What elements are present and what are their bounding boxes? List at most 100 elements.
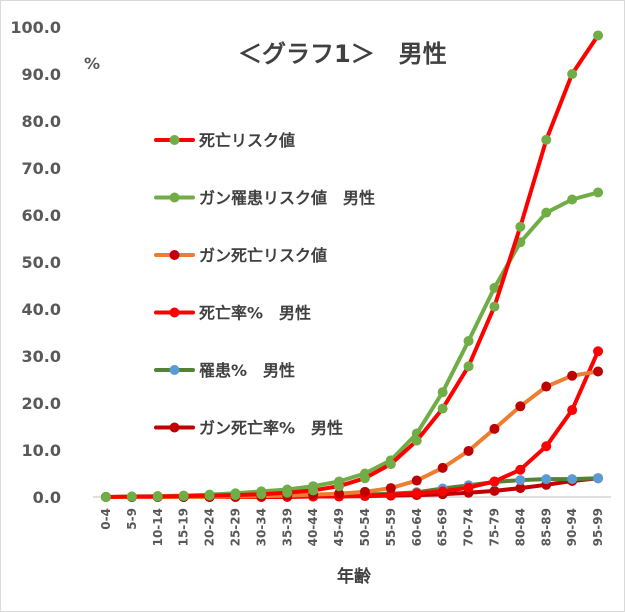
legend-label: ガン罹患リスク値 男性 xyxy=(199,189,375,208)
legend-item: 死亡リスク値 xyxy=(154,131,295,150)
data-point xyxy=(593,346,604,357)
y-tick-label: 10.0 xyxy=(22,441,61,460)
legend-item: ガン罹患リスク値 男性 xyxy=(154,189,375,208)
data-point xyxy=(100,492,111,502)
data-point xyxy=(489,282,500,293)
data-point xyxy=(359,473,370,484)
x-tick-label: 65-69 xyxy=(436,508,450,546)
data-point xyxy=(593,187,604,198)
data-point xyxy=(593,30,604,41)
data-point xyxy=(463,335,474,346)
series-line xyxy=(104,349,600,499)
legend-marker xyxy=(169,307,180,318)
y-tick-label: 100.0 xyxy=(10,18,61,37)
data-point xyxy=(437,403,448,414)
data-point xyxy=(359,486,370,497)
legend-label: ガン死亡リスク値 xyxy=(199,246,327,265)
data-point xyxy=(308,485,319,496)
data-point xyxy=(126,491,137,502)
x-axis-title: 年齢 xyxy=(337,566,372,587)
data-point xyxy=(515,483,526,494)
data-point xyxy=(178,491,189,502)
x-tick-label: 10-14 xyxy=(151,508,165,546)
x-tick-label: 35-39 xyxy=(280,508,294,546)
y-tick-label: 60.0 xyxy=(22,206,61,225)
data-point xyxy=(489,423,500,434)
y-tick-label: 50.0 xyxy=(22,253,61,272)
x-axis: 0-4 5-9 10-14 15-19 20-24 25-29 30-34 35-39 40-4… xyxy=(99,508,605,546)
data-point xyxy=(152,491,163,502)
y-tick-label: 70.0 xyxy=(22,159,61,178)
data-point xyxy=(567,474,578,485)
legend-label: 死亡リスク値 xyxy=(199,131,295,150)
data-point xyxy=(463,361,474,372)
data-point xyxy=(411,488,422,499)
data-point xyxy=(515,475,526,486)
x-tick-label: 90-94 xyxy=(565,508,579,546)
x-tick-label: 80-84 xyxy=(513,508,527,546)
data-point xyxy=(593,366,604,377)
data-point xyxy=(204,490,215,501)
x-tick-label: 25-29 xyxy=(228,508,242,546)
data-point xyxy=(385,483,396,494)
legend-marker xyxy=(169,250,180,260)
data-point xyxy=(515,464,526,475)
legend-label: ガン死亡率% 男性 xyxy=(199,419,343,438)
legend-marker xyxy=(169,422,180,433)
data-point xyxy=(385,459,396,470)
y-axis: 0.0 10.0 20.0 30.0 40.0 50.0 60.0 70.0 80.0 90.0 1… xyxy=(10,18,61,507)
data-point xyxy=(541,441,552,452)
legend-marker xyxy=(169,192,180,203)
series-2 xyxy=(100,187,604,502)
data-point xyxy=(593,473,604,484)
legend-label: 罹患% 男性 xyxy=(199,361,295,380)
legend-item: 死亡率% 男性 xyxy=(154,304,311,323)
x-tick-label: 30-34 xyxy=(254,508,268,546)
data-point xyxy=(567,370,578,381)
series-layer xyxy=(100,30,604,502)
data-point xyxy=(437,486,448,497)
legend-item: 罹患% 男性 xyxy=(154,361,295,380)
x-tick-label: 20-24 xyxy=(203,508,217,546)
x-tick-label: 70-74 xyxy=(462,508,476,546)
data-point xyxy=(489,485,500,496)
legend-marker xyxy=(169,135,180,145)
data-point xyxy=(541,134,552,145)
y-tick-label: 80.0 xyxy=(22,112,61,131)
x-tick-label: 60-64 xyxy=(410,508,424,546)
y-tick-label: 20.0 xyxy=(22,394,61,413)
y-tick-label: 0.0 xyxy=(33,488,61,507)
data-point xyxy=(437,387,448,398)
x-tick-label: 5-9 xyxy=(125,508,139,530)
data-point xyxy=(334,481,345,492)
data-point xyxy=(411,435,422,446)
data-point xyxy=(567,405,578,416)
x-tick-label: 45-49 xyxy=(332,508,346,546)
data-point xyxy=(515,221,526,232)
x-tick-label: 75-79 xyxy=(487,508,501,546)
data-point xyxy=(437,462,448,473)
chart-title: ＜グラフ1＞ 男性 xyxy=(238,40,447,68)
legend-marker xyxy=(169,365,180,375)
series-1 xyxy=(100,30,604,502)
data-point xyxy=(334,488,345,499)
x-tick-label: 0-4 xyxy=(99,508,113,530)
data-point xyxy=(489,476,500,487)
x-tick-label: 55-59 xyxy=(384,508,398,546)
data-point xyxy=(567,69,578,79)
y-tick-label: 90.0 xyxy=(22,65,61,84)
y-tick-label: 40.0 xyxy=(22,300,61,319)
x-tick-label: 85-89 xyxy=(539,508,553,546)
data-point xyxy=(256,489,267,500)
x-tick-label: 50-54 xyxy=(358,508,372,546)
data-point xyxy=(411,475,422,486)
data-point xyxy=(541,207,552,218)
y-tick-label: 30.0 xyxy=(22,347,61,366)
x-tick-label: 95-99 xyxy=(591,508,605,546)
data-point xyxy=(541,381,552,392)
data-point xyxy=(567,194,578,205)
data-point xyxy=(463,482,474,493)
